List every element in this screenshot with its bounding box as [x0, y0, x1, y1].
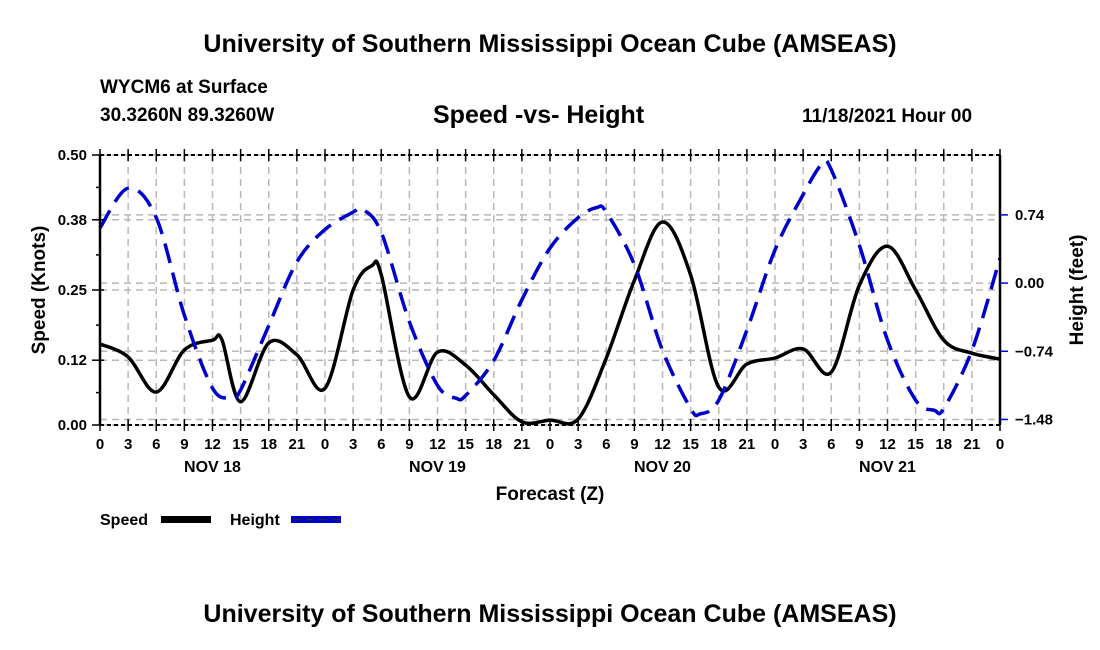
- x-tick-label: 15: [682, 436, 699, 453]
- x-tick-label: 21: [289, 436, 306, 453]
- legend-label-speed: Speed: [100, 512, 148, 529]
- x-tick-label: 9: [630, 436, 638, 453]
- x-tick-label: 0: [771, 436, 779, 453]
- x-day-label: NOV 18: [184, 459, 241, 476]
- x-tick-label: 9: [405, 436, 413, 453]
- station-label: WYCM6 at Surface: [100, 77, 268, 98]
- x-tick-label: 18: [260, 436, 277, 453]
- x-tick-label: 21: [514, 436, 531, 453]
- x-tick-label: 3: [574, 436, 582, 453]
- grid-lines: [100, 154, 1000, 426]
- x-tick-label: 6: [152, 436, 160, 453]
- x-tick-label: 12: [654, 436, 671, 453]
- y-tick-label: 0.50: [58, 147, 87, 164]
- legend: Speed Height: [100, 512, 341, 529]
- x-tick-label: 12: [429, 436, 446, 453]
- x-tick-label: 9: [855, 436, 863, 453]
- y-tick-label: 0.38: [58, 212, 87, 229]
- y2-tick-label: −1.48: [1015, 411, 1053, 428]
- y2-tick-label: 0.00: [1015, 275, 1044, 292]
- y2-tick-label: −0.74: [1015, 343, 1054, 360]
- x-tick-label: 12: [204, 436, 221, 453]
- x-tick-label: 18: [710, 436, 727, 453]
- series-line-height: [98, 158, 1002, 418]
- x-tick-label: 0: [321, 436, 329, 453]
- x-tick-label: 15: [457, 436, 474, 453]
- y2-tick-label: 0.74: [1015, 207, 1045, 224]
- x-tick-label: 0: [996, 436, 1004, 453]
- chart-main-title: University of Southern Mississippi Ocean…: [203, 30, 897, 58]
- x-tick-label: 6: [377, 436, 385, 453]
- x-tick-label: 21: [739, 436, 756, 453]
- legend-swatch-height: [291, 516, 341, 523]
- x-tick-label: 3: [799, 436, 807, 453]
- legend-swatch-speed: [161, 516, 211, 523]
- y2-axis-label: Height (feet): [1067, 235, 1088, 346]
- x-tick-label: 9: [180, 436, 188, 453]
- axes: 0 3 6 9 12 15 18 21 0 3 6 9 12 15 18 21 0 3 6 9 12 15 18 21 0 3 6 9…: [58, 147, 1054, 476]
- x-tick-label: 3: [349, 436, 357, 453]
- x-tick-label: 0: [96, 436, 104, 453]
- x-tick-label: 3: [124, 436, 132, 453]
- y-tick-label: 0.25: [58, 282, 87, 299]
- x-tick-label: 18: [935, 436, 952, 453]
- x-axis-label: Forecast (Z): [496, 484, 605, 505]
- forecast-datetime: 11/18/2021 Hour 00: [802, 106, 973, 127]
- x-tick-label: 15: [232, 436, 249, 453]
- coordinates-label: 30.3260N 89.3260W: [100, 105, 275, 126]
- x-tick-label: 0: [546, 436, 554, 453]
- chart-footer-title: University of Southern Mississippi Ocean…: [203, 600, 897, 628]
- x-day-label: NOV 20: [634, 459, 691, 476]
- chart-subtitle: Speed -vs- Height: [433, 101, 645, 129]
- y-tick-label: 0.00: [58, 417, 87, 434]
- x-tick-label: 6: [602, 436, 610, 453]
- x-tick-label: 18: [485, 436, 502, 453]
- x-tick-label: 12: [879, 436, 896, 453]
- x-tick-label: 21: [964, 436, 981, 453]
- x-tick-label: 15: [907, 436, 924, 453]
- y-axis-label: Speed (Knots): [29, 226, 50, 355]
- y-tick-label: 0.12: [58, 352, 87, 369]
- legend-label-height: Height: [230, 512, 280, 529]
- x-day-label: NOV 19: [409, 459, 466, 476]
- x-tick-label: 6: [827, 436, 835, 453]
- x-day-label: NOV 21: [859, 459, 916, 476]
